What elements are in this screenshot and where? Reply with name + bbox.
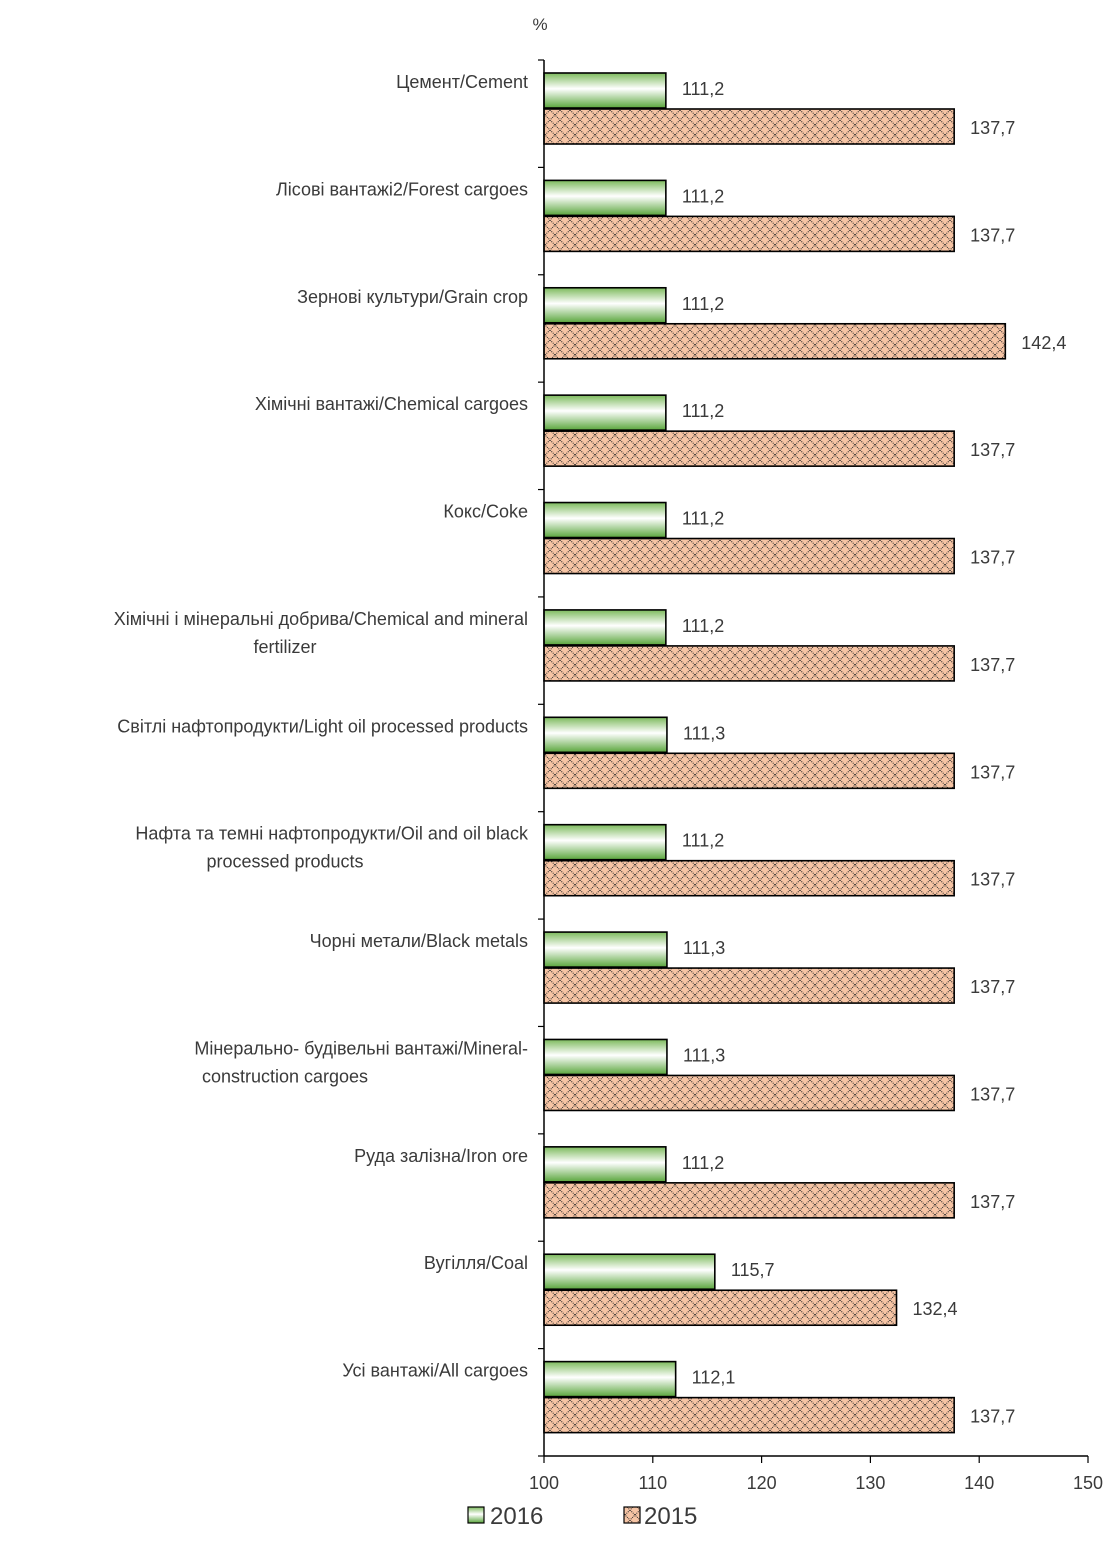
- data-label-2016: 111,2: [682, 401, 724, 421]
- x-tick-label: 100: [529, 1473, 559, 1493]
- category-label: Цемент/Cement: [396, 72, 528, 92]
- unit-label: %: [532, 15, 547, 34]
- data-label-2015: 137,7: [970, 440, 1015, 460]
- bar-2015: [543, 1074, 955, 1112]
- category-label-line2: processed products: [206, 852, 363, 872]
- bar-2015: [543, 1396, 955, 1434]
- category-label: Вугілля/Coal: [424, 1253, 528, 1273]
- x-tick-label: 150: [1073, 1473, 1103, 1493]
- bar-2015: [543, 859, 955, 897]
- legend-swatch-2016: [467, 1506, 485, 1524]
- bar-2015: [543, 1182, 955, 1219]
- data-label-2016: 111,2: [682, 79, 724, 99]
- data-label-2016: 112,1: [692, 1368, 736, 1388]
- bar-2015: [543, 430, 955, 467]
- category-label: Усі вантажі/All cargoes: [342, 1361, 528, 1381]
- data-label-2016: 111,2: [682, 509, 724, 529]
- bar-2016: [543, 823, 667, 861]
- category-label: Чорні метали/Black metals: [310, 931, 528, 951]
- data-label-2016: 111,3: [683, 723, 725, 743]
- bar-2016: [543, 501, 667, 539]
- category-label: Хімічні вантажі/Chemical cargoes: [255, 394, 528, 414]
- bar-2015: [543, 215, 955, 253]
- data-label-2016: 111,2: [682, 294, 724, 314]
- bar-2016: [543, 1038, 668, 1076]
- category-label: Зернові культури/Grain crop: [297, 287, 528, 307]
- data-label-2015: 137,7: [970, 870, 1015, 890]
- bar-2015: [543, 537, 955, 575]
- bar-2016: [543, 72, 667, 109]
- category-label: Нафта та темні нафтопродукти/Oil and oil…: [135, 824, 529, 844]
- data-label-2015: 137,7: [970, 1407, 1015, 1427]
- category-label: Лісові вантажі2/Forest cargoes: [276, 179, 528, 199]
- data-label-2016: 115,7: [731, 1260, 775, 1280]
- legend-label-2016: 2016: [490, 1503, 543, 1530]
- category-label: Руда залізна/Iron ore: [354, 1146, 528, 1166]
- bar-2015: [543, 322, 1007, 360]
- category-label: Світлі нафтопродукти/Light oil processed…: [117, 716, 528, 736]
- bar-2016: [543, 609, 667, 646]
- data-label-2015: 142,4: [1021, 333, 1066, 353]
- legend-swatch-2015: [623, 1506, 641, 1524]
- x-tick-label: 120: [747, 1473, 777, 1493]
- data-label-2015: 137,7: [970, 655, 1015, 675]
- bar-2016: [543, 1146, 667, 1183]
- data-label-2016: 111,3: [683, 938, 725, 958]
- data-label-2016: 111,2: [682, 186, 724, 206]
- bar-2015: [543, 967, 955, 1004]
- legend-label-2015: 2015: [644, 1503, 697, 1530]
- data-label-2016: 111,2: [682, 616, 724, 636]
- bar-2016: [543, 179, 667, 217]
- bar-2016: [543, 1253, 716, 1291]
- bar-2016: [543, 394, 667, 431]
- bar-2015: [543, 752, 955, 790]
- data-label-2015: 132,4: [913, 1299, 958, 1319]
- data-label-2015: 137,7: [970, 1084, 1015, 1104]
- data-label-2015: 137,7: [970, 762, 1015, 782]
- bar-2016: [543, 1360, 677, 1398]
- data-label-2016: 111,3: [683, 1045, 725, 1065]
- data-label-2015: 137,7: [970, 977, 1015, 997]
- data-label-2015: 137,7: [970, 548, 1015, 568]
- bar-2016: [543, 931, 668, 968]
- category-label: Кокс/Coke: [443, 502, 528, 522]
- bar-2015: [543, 645, 955, 682]
- category-label-line2: fertilizer: [253, 637, 316, 657]
- bar-2016: [543, 716, 668, 754]
- bar-2015: [543, 108, 955, 145]
- x-tick-label: 130: [855, 1473, 885, 1493]
- category-label-line2: construction cargoes: [202, 1066, 368, 1086]
- category-label: Мінерально- будівельні вантажі/Mineral-: [194, 1038, 528, 1058]
- x-tick-label: 140: [964, 1473, 994, 1493]
- bar-2015: [543, 1289, 898, 1327]
- data-label-2015: 137,7: [970, 225, 1015, 245]
- data-label-2015: 137,7: [970, 1192, 1015, 1212]
- bar-2016: [543, 286, 667, 324]
- x-tick-label: 110: [638, 1473, 667, 1493]
- category-label: Хімічні і мінеральні добрива/Chemical an…: [114, 609, 528, 629]
- data-label-2015: 137,7: [970, 118, 1015, 138]
- data-label-2016: 111,2: [682, 1153, 724, 1173]
- data-label-2016: 111,2: [682, 831, 724, 851]
